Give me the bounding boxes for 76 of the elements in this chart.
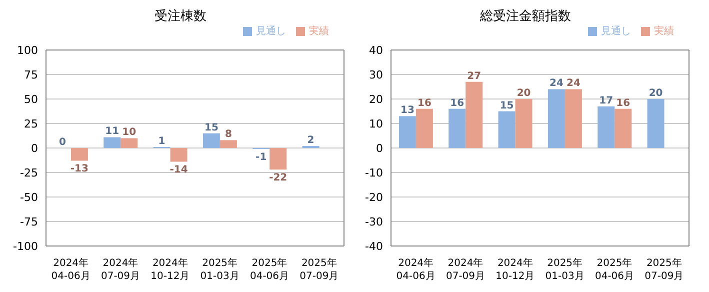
x-tick-label: 2025年 01-03月 [545,257,584,282]
bar [498,111,516,148]
y-tick-label: 20 [369,92,383,106]
data-label: 8 [224,129,232,140]
data-label: 24 [549,78,564,90]
x-tick-label: 2025年 07-09月 [644,257,684,282]
y-tick-label: -50 [20,190,38,204]
bar [398,116,416,148]
x-tick-label: 2024年 10-12月 [496,257,535,282]
bar [416,108,433,148]
data-label: 0 [58,137,66,148]
y-tick-label: 100 [17,44,38,57]
x-tick-label: 2024年 04-06月 [396,257,436,282]
data-label: 15 [204,122,218,134]
y-tick-label: 40 [369,44,383,57]
chart-title: 受注棟数 [154,8,208,26]
y-tick-label: 10 [369,117,383,130]
y-tick-label: -25 [20,166,38,180]
data-label: 16 [616,98,630,109]
bar [515,99,532,148]
legend-label: 実績 [654,26,674,37]
chart-title: 総受注金額指数 [479,8,572,26]
data-label: 13 [400,105,414,116]
x-tick-label: 2025年 07-09月 [300,257,339,282]
bar [614,108,632,148]
bar [120,138,138,148]
data-label: -14 [170,164,188,176]
data-label: 1 [158,136,166,148]
y-tick-label: 50 [24,92,38,106]
bar [564,89,582,148]
bar [647,99,664,148]
y-tick-label: -10 [365,166,383,180]
legend-label: 実績 [309,26,329,37]
data-label: 10 [122,127,136,138]
data-label: 15 [500,100,514,112]
y-tick-label: 30 [369,68,383,82]
legend-label: 見通し [601,26,631,37]
data-label: 27 [467,70,482,82]
bar [104,137,121,148]
bar [548,89,565,148]
y-tick-label: -20 [365,190,383,204]
bar [202,133,220,148]
data-label: 17 [599,95,614,106]
x-tick-label: 2024年 07-09月 [100,257,140,282]
y-tick-label: -30 [365,215,383,228]
bar [220,140,237,148]
data-label: -13 [70,164,89,175]
bar [466,82,483,148]
x-tick-label: 2024年 07-09月 [446,257,486,282]
bar [270,148,287,170]
y-tick-label: 0 [376,142,383,155]
data-label: 20 [648,88,663,99]
data-label: -1 [256,152,267,163]
y-tick-label: 0 [31,142,38,155]
data-label: 2 [307,135,314,146]
y-tick-label: -75 [20,215,38,228]
data-label: 16 [417,98,432,109]
x-tick-label: 2024年 10-12月 [150,257,190,282]
data-label: 16 [450,98,464,109]
data-label: 11 [105,126,120,138]
bar [170,148,188,162]
y-tick-label: 25 [24,117,38,130]
bar [70,148,88,161]
legend-label: 見通し [256,26,286,37]
y-tick-label: 75 [24,68,38,82]
y-tick-label: -40 [365,240,383,253]
data-label: -22 [269,172,288,184]
data-label: 24 [566,78,580,90]
x-tick-label: 2025年 01-03月 [200,257,240,282]
bar [598,106,615,148]
x-tick-label: 2025年 04-06月 [250,257,290,282]
y-tick-label: -100 [13,240,38,253]
data-label: 20 [516,88,531,99]
bar [448,108,466,148]
x-tick-label: 2025年 04-06月 [594,257,634,282]
x-tick-label: 2024年 04-06月 [51,257,90,282]
